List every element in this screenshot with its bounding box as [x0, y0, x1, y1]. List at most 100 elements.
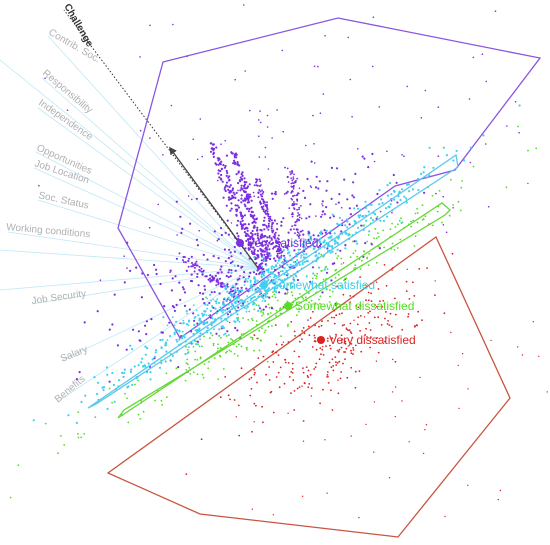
- data-point: [283, 267, 286, 270]
- data-point: [357, 306, 360, 309]
- data-point: [237, 235, 240, 238]
- data-point: [317, 234, 320, 237]
- data-point: [324, 35, 326, 37]
- variable-label-salary: Salary: [59, 344, 89, 365]
- data-point: [391, 269, 393, 271]
- data-point: [458, 407, 460, 410]
- variable-line: [31, 267, 259, 305]
- data-point: [275, 265, 278, 268]
- data-point: [299, 293, 301, 295]
- data-point: [243, 197, 247, 200]
- data-point: [176, 340, 179, 343]
- data-point: [340, 223, 343, 226]
- data-point: [363, 250, 365, 253]
- data-point: [251, 214, 254, 217]
- data-point: [252, 240, 255, 243]
- data-point: [219, 163, 222, 166]
- data-point: [276, 299, 279, 302]
- data-point: [284, 358, 287, 361]
- data-point: [227, 198, 231, 201]
- data-point: [314, 340, 317, 343]
- data-point: [277, 354, 280, 356]
- data-point: [388, 181, 392, 185]
- data-point: [322, 345, 324, 348]
- data-point: [293, 194, 296, 197]
- data-point: [262, 205, 265, 208]
- data-point: [258, 267, 261, 270]
- data-point: [184, 333, 186, 336]
- data-point: [249, 281, 252, 284]
- data-point: [292, 176, 295, 178]
- data-point: [192, 312, 195, 315]
- data-point: [287, 231, 290, 234]
- data-point: [237, 171, 240, 174]
- data-point: [290, 392, 292, 394]
- data-point: [315, 362, 318, 365]
- data-point: [255, 304, 258, 306]
- data-point: [298, 187, 301, 190]
- data-point: [260, 276, 263, 279]
- data-point: [142, 410, 145, 413]
- data-point: [232, 191, 235, 194]
- data-point: [287, 323, 289, 326]
- data-point: [96, 392, 99, 396]
- data-point: [315, 277, 317, 280]
- data-point: [226, 171, 229, 175]
- data-point: [44, 77, 46, 80]
- data-point: [216, 239, 219, 242]
- data-point: [295, 194, 299, 197]
- data-point: [257, 357, 260, 359]
- data-point: [267, 222, 270, 225]
- data-point: [517, 346, 519, 348]
- data-point: [300, 217, 303, 220]
- data-point: [377, 316, 380, 319]
- data-point: [273, 246, 275, 249]
- data-point: [295, 220, 298, 223]
- data-point: [184, 352, 187, 356]
- data-point: [251, 229, 254, 233]
- data-point: [365, 219, 368, 222]
- data-point: [340, 341, 343, 344]
- data-point: [226, 350, 229, 353]
- data-point: [339, 249, 342, 252]
- data-point: [253, 402, 256, 405]
- data-point: [359, 304, 362, 307]
- data-point: [178, 329, 181, 332]
- data-point: [292, 194, 294, 197]
- data-point: [264, 156, 267, 158]
- data-point: [247, 318, 250, 321]
- data-point: [368, 203, 371, 206]
- data-point: [304, 246, 307, 249]
- data-point: [228, 185, 231, 189]
- data-point: [199, 356, 202, 359]
- data-point: [364, 284, 367, 286]
- data-point: [295, 179, 297, 182]
- data-point: [265, 225, 268, 227]
- data-point: [398, 190, 401, 193]
- data-point: [248, 275, 251, 278]
- data-point: [387, 205, 390, 208]
- data-point: [233, 193, 236, 196]
- data-point: [270, 267, 273, 270]
- data-point: [307, 325, 310, 328]
- data-point: [32, 419, 35, 422]
- data-point: [265, 209, 268, 212]
- data-point: [395, 386, 397, 388]
- data-point: [254, 289, 257, 292]
- data-point: [293, 228, 295, 231]
- data-point: [244, 247, 247, 250]
- data-point: [260, 206, 263, 208]
- data-point: [200, 438, 203, 441]
- data-point: [226, 320, 229, 323]
- data-point: [253, 334, 256, 337]
- data-point: [150, 318, 153, 321]
- data-point: [278, 245, 280, 248]
- data-point: [298, 208, 300, 211]
- data-point: [220, 317, 223, 320]
- data-point: [256, 226, 259, 229]
- data-point: [308, 383, 311, 385]
- data-point: [137, 413, 140, 416]
- data-point: [388, 324, 391, 326]
- data-point: [325, 229, 328, 232]
